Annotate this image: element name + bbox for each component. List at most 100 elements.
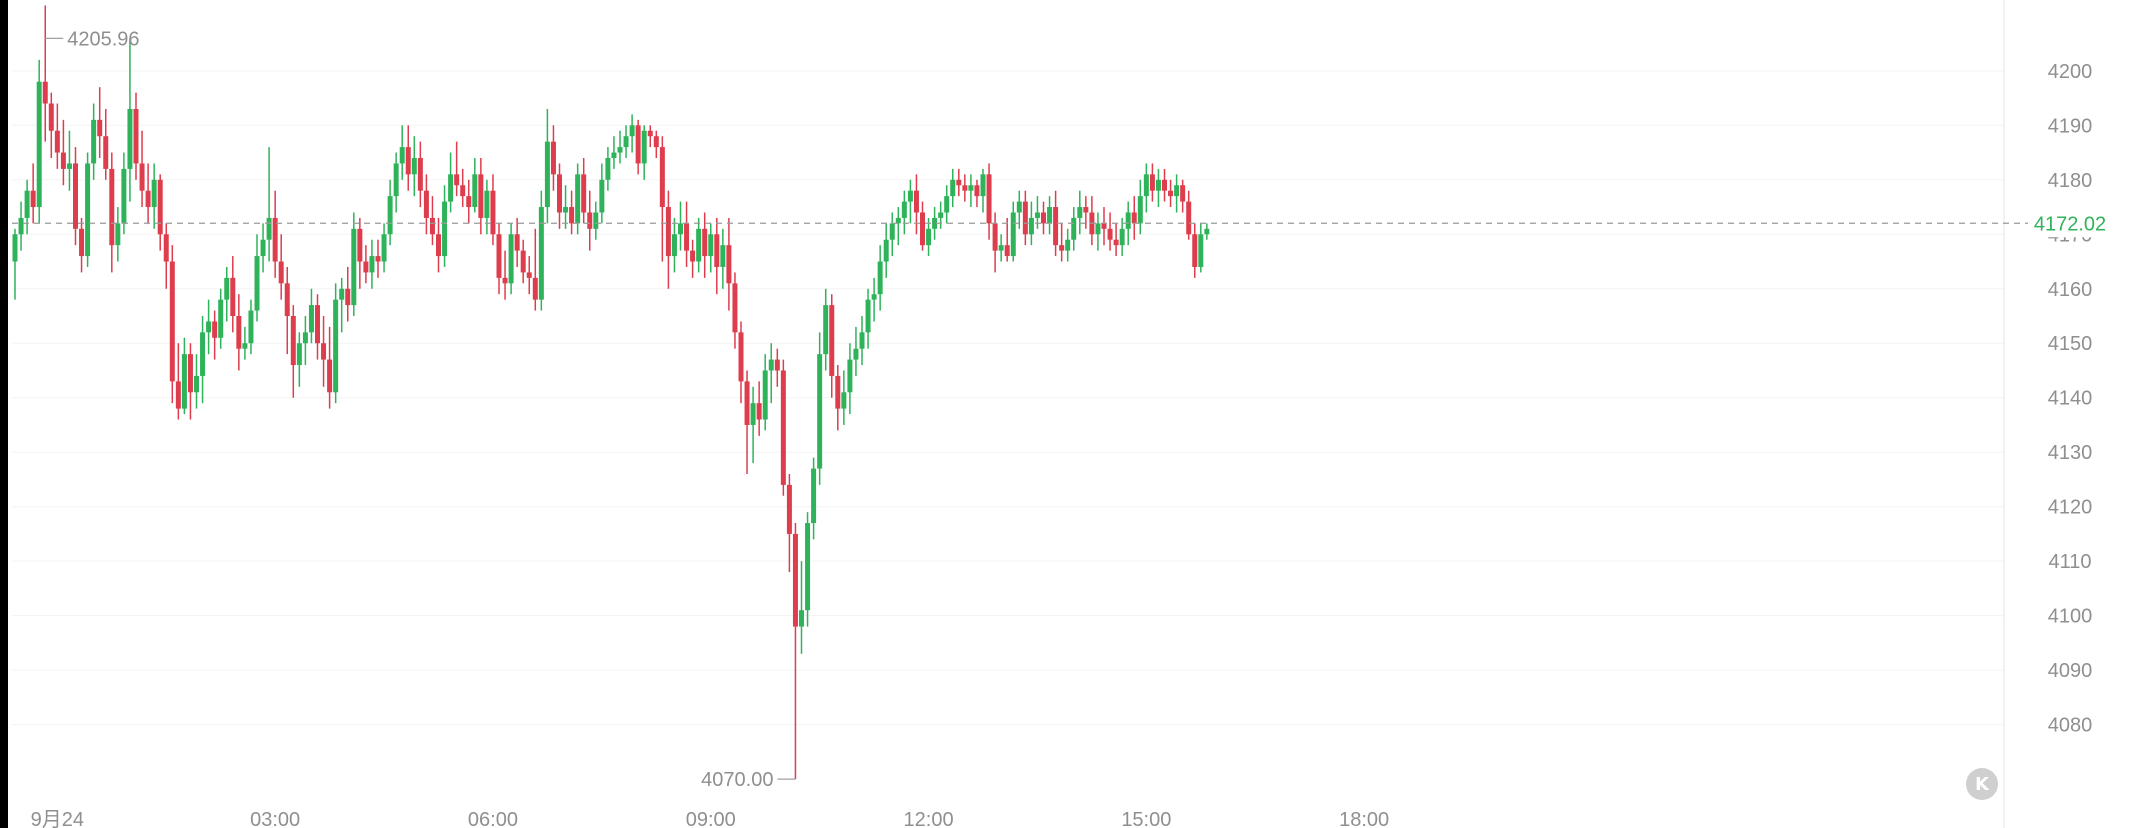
y-tick-label: 4180	[2048, 170, 2093, 192]
candle-body	[847, 359, 853, 393]
candle	[296, 332, 302, 387]
candle	[581, 158, 587, 224]
candle-body	[369, 256, 375, 273]
candle-body	[895, 217, 901, 224]
candle	[877, 245, 883, 311]
candle-body	[260, 239, 266, 257]
extreme-labels: 4205.96 4070.00	[45, 28, 796, 791]
candle-body	[750, 403, 756, 425]
candle-body	[889, 223, 895, 240]
candle-body	[1004, 245, 1010, 257]
y-tick-label: 4130	[2048, 442, 2093, 464]
candle-body	[1113, 239, 1119, 246]
gridlines	[12, 70, 2003, 726]
candle-body	[678, 223, 683, 235]
candle-body	[950, 179, 956, 197]
candle	[1101, 207, 1107, 246]
candle-body	[248, 310, 254, 344]
candle	[1047, 196, 1053, 235]
candle	[42, 5, 48, 142]
candle-body	[36, 81, 42, 208]
axis-separator	[2003, 0, 2005, 828]
candle-body	[768, 359, 774, 371]
candle	[429, 196, 435, 246]
candle-body	[97, 119, 103, 137]
candle-body	[1192, 234, 1198, 267]
candle	[605, 147, 611, 191]
x-tick-label: 18:00	[1339, 809, 1389, 828]
candle	[339, 277, 345, 333]
candle	[163, 223, 169, 289]
candle-body	[200, 332, 206, 376]
candle	[732, 272, 738, 349]
x-tick-label: 9月24	[31, 809, 84, 828]
candle	[18, 201, 24, 251]
candle	[490, 174, 496, 246]
high-label: 4205.96	[67, 28, 139, 50]
candle	[593, 201, 599, 240]
x-tick-label: 06:00	[468, 809, 518, 828]
candle	[399, 125, 405, 180]
candle	[853, 326, 859, 376]
low-label: 4070.00	[701, 769, 773, 791]
candle-body	[1016, 201, 1022, 213]
candle-body	[230, 277, 236, 316]
candle-body	[254, 256, 260, 311]
candle	[635, 119, 641, 175]
candle-body	[478, 174, 484, 218]
candle-body	[932, 217, 938, 229]
candle	[1041, 201, 1046, 235]
candle-body	[1125, 212, 1131, 229]
candle-body	[1022, 201, 1028, 235]
candle	[883, 223, 889, 278]
candle-body	[629, 125, 635, 137]
candle-body	[1107, 228, 1113, 240]
candle	[302, 316, 308, 366]
candle	[454, 141, 460, 197]
candle	[272, 190, 278, 278]
candle	[744, 370, 750, 474]
candle-body	[1010, 212, 1016, 257]
candle-body	[792, 533, 798, 627]
candle	[871, 277, 877, 322]
candle-body	[442, 201, 448, 257]
candle	[738, 321, 744, 404]
candle	[629, 114, 635, 153]
x-tick-label: 12:00	[904, 809, 954, 828]
candle-body	[901, 201, 907, 218]
candle	[1077, 190, 1083, 235]
candle-body	[54, 130, 60, 153]
candle	[230, 256, 236, 333]
candle-body	[187, 354, 193, 393]
candle	[175, 343, 181, 420]
candle	[805, 512, 811, 627]
candle	[544, 108, 550, 224]
candle	[786, 474, 792, 573]
candle	[218, 288, 224, 349]
candle	[133, 92, 139, 180]
candle-body	[974, 185, 980, 197]
candle-body	[1034, 212, 1040, 218]
candle-body	[284, 283, 290, 316]
candle	[617, 130, 623, 164]
candle	[284, 266, 290, 355]
candle-body	[871, 294, 877, 300]
candle	[659, 136, 665, 262]
candle-body	[538, 207, 544, 300]
candle-body	[375, 256, 381, 262]
candle-body	[1083, 207, 1089, 213]
candle-body	[920, 212, 925, 246]
candle-body	[308, 305, 314, 333]
candle-body	[926, 228, 932, 246]
candle	[956, 168, 962, 197]
kline-toggle-button[interactable]: K	[1966, 768, 1998, 800]
candle	[1198, 223, 1204, 273]
candle	[792, 523, 798, 780]
candle	[363, 245, 369, 284]
candle	[1071, 207, 1077, 251]
candle-body	[986, 174, 992, 224]
candle-body	[853, 348, 859, 360]
candle-body	[684, 223, 690, 251]
candle	[998, 234, 1004, 262]
